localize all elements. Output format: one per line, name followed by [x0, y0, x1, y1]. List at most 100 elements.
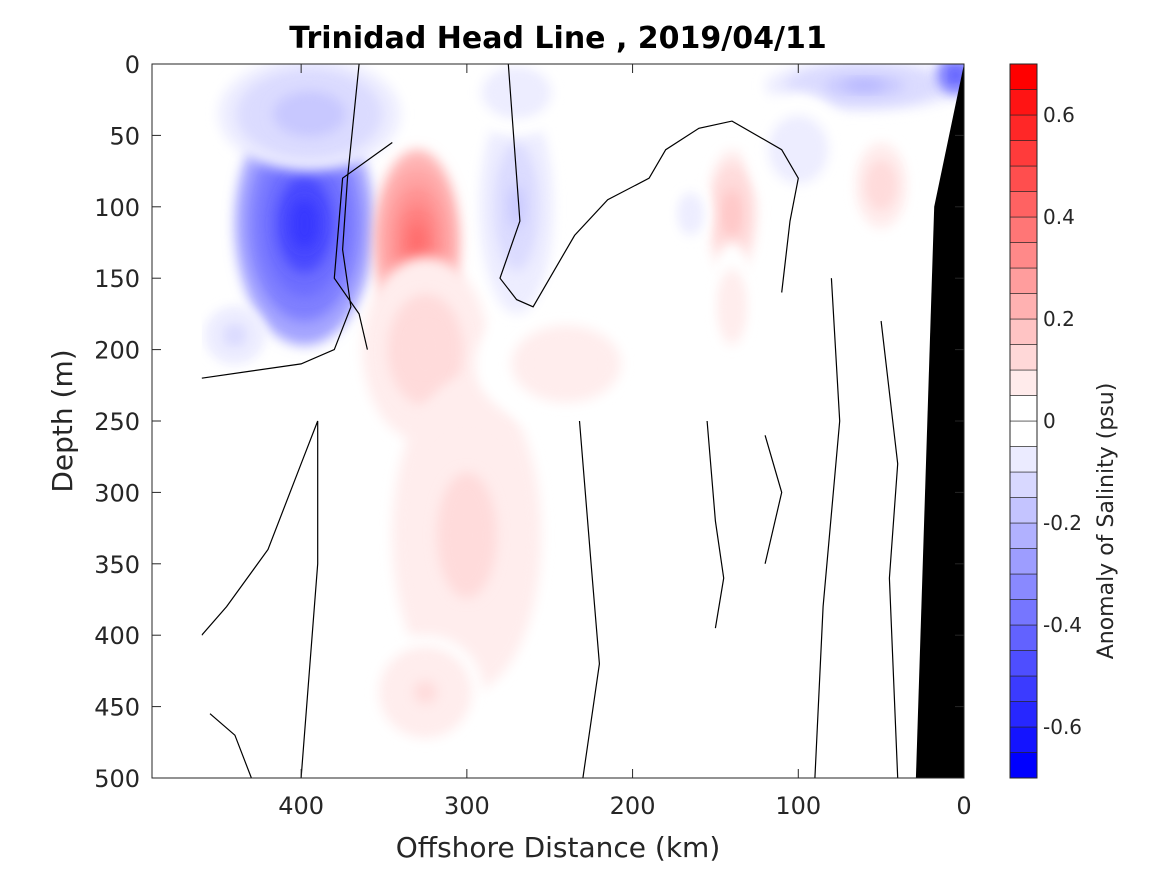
anomaly-level	[788, 138, 809, 162]
colorbar-bin	[1009, 624, 1038, 651]
anomaly-level	[228, 329, 241, 342]
y-tick-label: 450	[94, 694, 140, 722]
y-axis-label: Depth (m)	[46, 349, 79, 492]
anomaly-feature	[458, 64, 575, 136]
colorbar-bin	[1009, 191, 1038, 218]
colorbar-bin	[1009, 395, 1038, 422]
colorbar-tick-label: 0.6	[1043, 103, 1075, 127]
zero-contours	[201, 64, 899, 778]
y-tick-label: 0	[125, 51, 140, 79]
plot-area	[151, 63, 965, 779]
x-tick-label: 100	[775, 792, 821, 820]
zero-contour-line	[201, 420, 319, 778]
colorbar-bin	[1009, 497, 1038, 524]
anomaly-level	[876, 176, 887, 194]
x-axis: 400 300 200 100 0	[278, 64, 972, 820]
anomaly-feature	[392, 378, 542, 693]
anomaly-level	[548, 351, 585, 377]
anomaly-feature	[475, 299, 658, 429]
colorbar-bin	[1009, 369, 1038, 396]
colorbar-tick-label: -0.4	[1043, 613, 1082, 637]
anomaly-level	[727, 293, 737, 320]
colorbar-bin	[1009, 293, 1038, 320]
colorbar-bin	[1009, 446, 1038, 473]
zero-contour-line	[499, 64, 799, 308]
y-tick-label: 250	[94, 408, 140, 436]
x-tick-label: 0	[956, 792, 971, 820]
anomaly-feature	[748, 92, 848, 207]
anomaly-level	[727, 201, 737, 227]
colorbar-tick-label: 0.2	[1043, 307, 1075, 331]
x-tick-label: 300	[444, 792, 490, 820]
zero-contour-line	[814, 278, 841, 778]
colorbar-label: Anomaly of Salinity (psu)	[1094, 383, 1119, 660]
colorbar-bin	[1009, 420, 1038, 447]
colorbar-tick-label: -0.2	[1043, 511, 1082, 535]
colorbar-bin	[1009, 573, 1038, 600]
y-tick-label: 100	[94, 194, 140, 222]
anomaly-level	[951, 71, 960, 80]
x-axis-label: Offshore Distance (km)	[396, 831, 721, 864]
colorbar-frame	[1009, 63, 1038, 779]
colorbar-bin	[1009, 267, 1038, 294]
colorbar-bin	[1009, 522, 1038, 549]
zero-contour-line	[201, 64, 360, 379]
anomaly-level	[509, 185, 524, 229]
anomaly-feature	[670, 178, 711, 250]
anomaly-feature	[765, 64, 964, 112]
zero-contour-line	[764, 435, 783, 564]
chart-title: Trinidad Head Line , 2019/04/11	[289, 21, 826, 56]
anomaly-level	[686, 206, 695, 222]
colorbar: -0.6 -0.4 -0.2 0 0.2 0.4 0.6	[1009, 63, 1082, 779]
anomaly-level	[290, 199, 319, 249]
colorbar-bin	[1009, 471, 1038, 498]
y-tick-label: 200	[94, 337, 140, 365]
anomaly-level	[844, 80, 885, 91]
anomaly-feature	[480, 99, 554, 314]
anomaly-level	[504, 83, 529, 102]
anomaly-feature	[205, 306, 265, 364]
x-tick-label: 400	[278, 792, 324, 820]
anomaly-level	[451, 503, 482, 567]
colorbar-bin	[1009, 752, 1038, 779]
colorbar-bin	[1009, 701, 1038, 728]
colorbar-bin	[1009, 675, 1038, 702]
colorbar-bin	[1009, 114, 1038, 141]
y-tick-label: 150	[94, 265, 140, 293]
y-tick-label: 500	[94, 765, 140, 793]
zero-contour-line	[880, 320, 899, 778]
colorbar-bin	[1009, 242, 1038, 269]
anomaly-feature	[935, 64, 964, 96]
colorbar-bin	[1009, 89, 1038, 116]
colorbar-bin	[1009, 548, 1038, 575]
colorbar-bin	[1009, 599, 1038, 626]
zero-contour-line	[578, 420, 601, 778]
y-tick-label: 350	[94, 551, 140, 579]
colorbar-tick-label: -0.6	[1043, 715, 1082, 739]
y-tick-label: 50	[109, 122, 140, 150]
colorbar-bin	[1009, 650, 1038, 677]
y-tick-label: 400	[94, 622, 140, 650]
x-tick-label: 200	[610, 792, 656, 820]
anomaly-level	[412, 331, 439, 369]
zero-contour-line	[706, 420, 725, 629]
anomaly-level	[413, 680, 438, 704]
anomaly-feature	[708, 242, 756, 372]
anomaly-level	[408, 223, 426, 262]
colorbar-tick-label: 0.4	[1043, 205, 1075, 229]
anomaly-feature	[367, 635, 484, 750]
anomaly-feature	[218, 64, 401, 172]
colorbar-bin	[1009, 140, 1038, 167]
anomaly-field	[205, 64, 964, 750]
bathymetry-seafloor	[915, 64, 964, 778]
anomaly-feature	[707, 149, 757, 279]
zero-contour-line	[209, 713, 252, 778]
y-tick-label: 300	[94, 479, 140, 507]
zero-contour-line	[333, 142, 393, 350]
colorbar-bin	[1009, 165, 1038, 192]
y-axis: 0 50 100 150 200 250 300 350 400 450 500	[94, 51, 964, 793]
colorbar-tick-label: 0	[1043, 409, 1056, 433]
anomaly-feature	[856, 142, 907, 229]
